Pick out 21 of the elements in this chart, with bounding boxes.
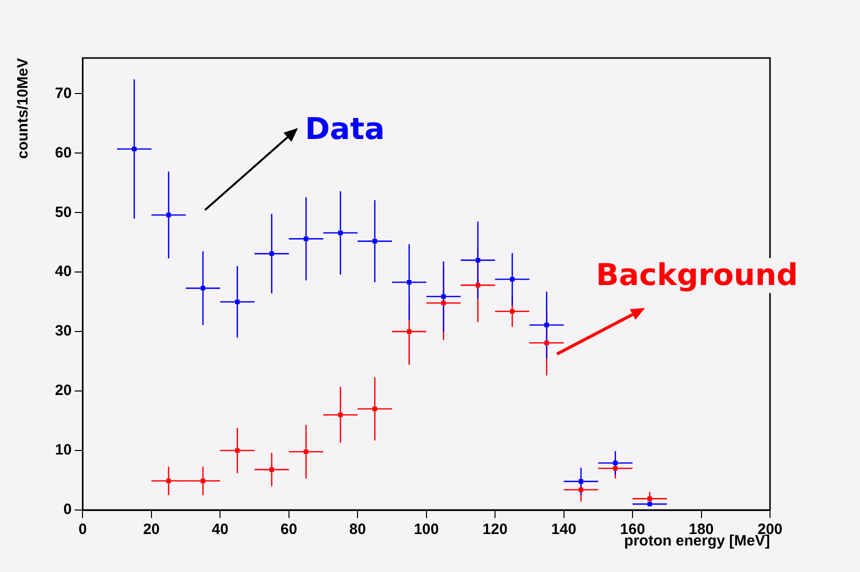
y-tick-label: 0 [63, 501, 72, 518]
x-tick-label: 180 [688, 521, 714, 538]
x-tick-label: 40 [212, 521, 228, 538]
y-tick-label: 70 [54, 84, 72, 102]
x-tick-label: 0 [78, 521, 87, 538]
y-tick-label: 50 [54, 204, 72, 221]
x-tick-label: 20 [143, 521, 160, 538]
annotation: Data [303, 112, 387, 147]
y-tick-label: 20 [54, 382, 72, 400]
y-tick-label: 40 [54, 263, 72, 280]
x-tick-label: 160 [620, 521, 646, 538]
x-tick-label: 100 [414, 521, 439, 538]
x-tick-label: 120 [482, 521, 508, 538]
y-tick-label: 30 [54, 322, 72, 340]
x-tick-label: 80 [349, 521, 366, 538]
y-axis-title: counts/10MeV [14, 58, 32, 159]
y-tick-label: 10 [54, 442, 72, 459]
annotation: Background [594, 258, 800, 293]
y-tick-label: 60 [54, 144, 72, 162]
x-tick-label: 60 [280, 521, 298, 538]
x-tick-label: 140 [551, 521, 576, 538]
